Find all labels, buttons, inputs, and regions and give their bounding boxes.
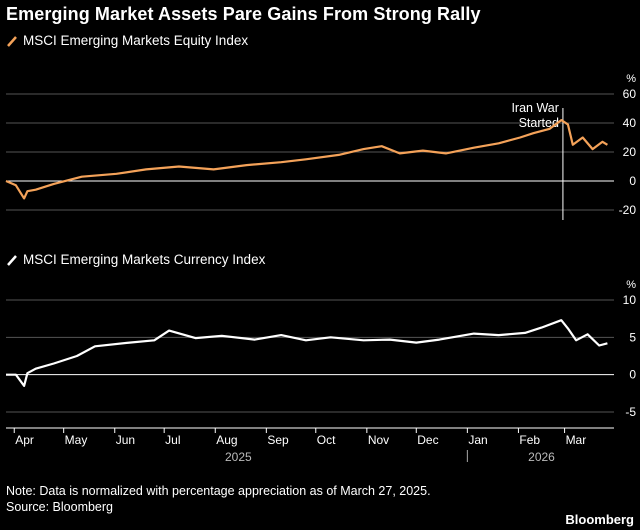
equity-ytick-label: 0 xyxy=(629,174,636,188)
currency-ytick-label: 0 xyxy=(629,368,636,382)
currency-ytick-label: 5 xyxy=(629,330,636,344)
equity-unit-label: % xyxy=(626,73,636,85)
x-month-label: Jul xyxy=(165,433,180,447)
equity-ytick-label: 60 xyxy=(623,87,637,101)
chart-title: Emerging Market Assets Pare Gains From S… xyxy=(6,4,481,24)
currency-series-line xyxy=(6,319,608,387)
note-text: Note: Data is normalized with percentage… xyxy=(6,484,431,498)
x-month-label: Dec xyxy=(417,433,438,447)
footnote: Note: Data is normalized with percentage… xyxy=(6,483,431,515)
equity-series-line xyxy=(5,119,608,200)
x-month-label: May xyxy=(65,433,88,447)
currency-unit-label: % xyxy=(626,279,636,291)
x-month-label: Apr xyxy=(15,433,34,447)
x-month-label: Jun xyxy=(116,433,135,447)
legend-equity-swatch xyxy=(6,35,18,47)
annotation-label-line2: Started xyxy=(519,116,559,130)
currency-ytick-label: 10 xyxy=(623,293,637,307)
legend-currency-swatch xyxy=(6,254,18,266)
x-month-label: Mar xyxy=(566,433,587,447)
x-month-label: Jan xyxy=(468,433,487,447)
x-month-label: Nov xyxy=(368,433,389,447)
annotation-label-line1: Iran War xyxy=(511,101,558,115)
source-text: Source: Bloomberg xyxy=(6,500,114,514)
x-month-label: Sep xyxy=(267,433,289,447)
legend-currency-label: MSCI Emerging Markets Currency Index xyxy=(23,252,266,267)
legend-equity: MSCI Emerging Markets Equity Index xyxy=(6,33,248,48)
legend-equity-label: MSCI Emerging Markets Equity Index xyxy=(23,33,249,48)
x-year-label: 2026 xyxy=(528,450,555,464)
equity-ytick-label: 20 xyxy=(623,145,637,159)
equity-ytick-label: -20 xyxy=(619,203,637,217)
bloomberg-logo: Bloomberg xyxy=(565,512,634,527)
equity-ytick-label: 40 xyxy=(623,116,637,130)
x-month-label: Oct xyxy=(317,433,336,447)
x-month-label: Feb xyxy=(519,433,540,447)
legend-currency: MSCI Emerging Markets Currency Index xyxy=(6,252,265,267)
x-month-label: Aug xyxy=(216,433,237,447)
currency-ytick-label: -5 xyxy=(625,405,636,419)
x-year-label: 2025 xyxy=(225,450,252,464)
